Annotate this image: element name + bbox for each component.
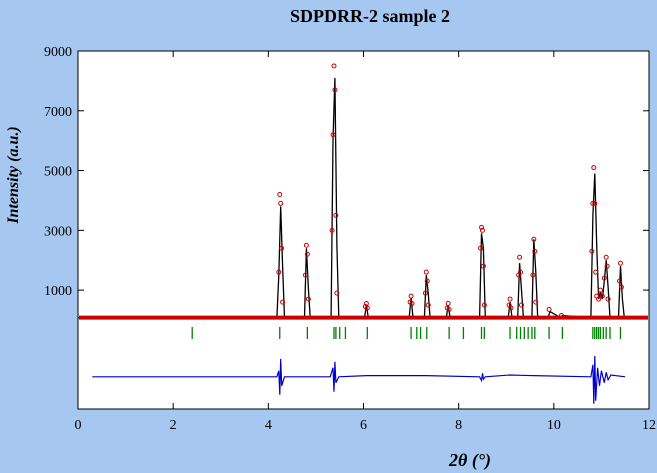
x-tick-label: 6 [360,418,367,433]
observed-point [278,200,284,206]
observed-point [617,260,623,266]
observed-point [604,263,610,269]
observed-point [546,307,552,313]
observed-point [330,132,336,138]
observed-point [518,269,524,275]
observed-point [593,269,599,275]
observed-point [508,305,514,311]
y-tick-label: 1000 [44,284,72,299]
chart-title: SDPDRR-2 sample 2 [290,6,450,26]
observed-point [423,269,429,275]
x-tick-label: 10 [547,418,561,433]
observed-point [303,242,309,248]
observed-point [618,284,624,290]
observed-point [279,245,285,251]
x-tick-label: 2 [170,418,177,433]
observed-point [478,245,484,251]
observed-point [601,275,607,281]
observed-point [599,293,605,299]
observed-point [305,296,311,302]
observed-point [603,254,609,260]
observed-point [276,269,282,275]
x-tick-label: 12 [642,418,656,433]
observed-point [597,287,603,293]
observed-point [479,224,485,230]
observed-point [481,302,487,308]
observed-point [302,272,308,278]
y-axis-label: Intensity (a.u.) [5,126,22,224]
y-tick-label: 5000 [44,165,72,180]
observed-point [591,165,597,171]
observed-point [530,272,536,278]
y-axis-ticks: 1000 3000 5000 7000 9000 [44,45,649,299]
observed-point [280,299,286,305]
observed-point [329,227,335,233]
x-tick-label: 0 [75,418,82,433]
observed-point [334,290,340,296]
observed-point [517,254,523,260]
x-tick-label: 8 [455,418,462,433]
observed-point [596,296,602,302]
observed-point [589,248,595,254]
observed-point [363,301,369,307]
observed-point [364,305,370,311]
y-tick-label: 7000 [44,105,72,120]
observed-point [605,296,611,302]
observed-point [507,296,513,302]
observed-point [445,301,451,307]
observed-point [332,87,338,93]
observed-point [425,302,431,308]
x-tick-label: 4 [265,418,272,433]
observed-point [533,299,539,305]
observed-point [518,302,524,308]
observed-point [277,191,283,197]
observed-point [331,63,337,69]
y-tick-label: 3000 [44,224,72,239]
observed-point [304,251,310,257]
observed-point [409,301,415,307]
observed-point [446,307,452,313]
observed-point [480,263,486,269]
observed-point [532,248,538,254]
observed-point [422,290,428,296]
observed-point [531,236,537,242]
difference-curve-layer [92,355,626,404]
observed-point [333,212,339,218]
observed-point [616,278,622,284]
bragg-reflection-ticks [191,327,622,339]
x-axis-label: 2θ (°) [448,450,491,471]
observed-point [424,278,430,284]
observed-point [479,227,485,233]
plot-area [77,50,650,410]
observed-points-layer [79,63,648,320]
observed-point [558,313,564,319]
observed-point [590,200,596,206]
difference-curve [92,355,626,404]
y-tick-label: 9000 [44,45,72,60]
observed-point [408,293,414,299]
x-axis-ticks: 0 2 4 6 8 10 12 [75,51,656,433]
observed-point [592,200,598,206]
